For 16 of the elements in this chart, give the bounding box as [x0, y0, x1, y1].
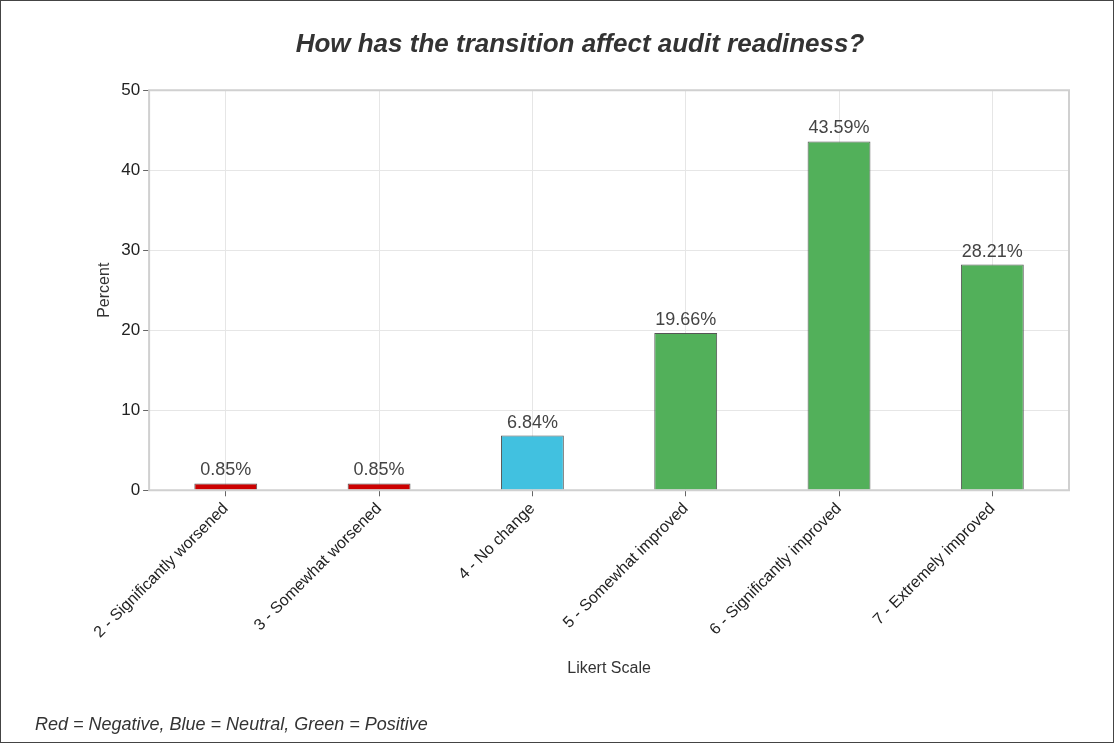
data-label: 0.85%: [200, 459, 252, 480]
data-label: 19.66%: [655, 308, 717, 329]
y-tick-label: 10: [121, 399, 141, 419]
data-label: 43.59%: [808, 117, 870, 138]
y-tick-label: 0: [130, 480, 141, 499]
y-tick-label: 20: [121, 319, 141, 339]
data-label: 28.21%: [961, 240, 1023, 261]
x-axis-title: Likert Scale: [567, 658, 651, 676]
y-axis-title: Percent: [95, 262, 113, 318]
data-label: 6.84%: [506, 411, 558, 432]
y-tick-label: 50: [121, 79, 141, 99]
y-tick-label: 40: [121, 159, 141, 179]
text: Red = Negative, Blue = Neutral, Green = Positive: [35, 714, 428, 734]
chart-title: How has the transition affect audit readiness?: [295, 27, 865, 58]
y-tick-label: 30: [121, 239, 141, 259]
data-label: 0.85%: [353, 459, 405, 480]
